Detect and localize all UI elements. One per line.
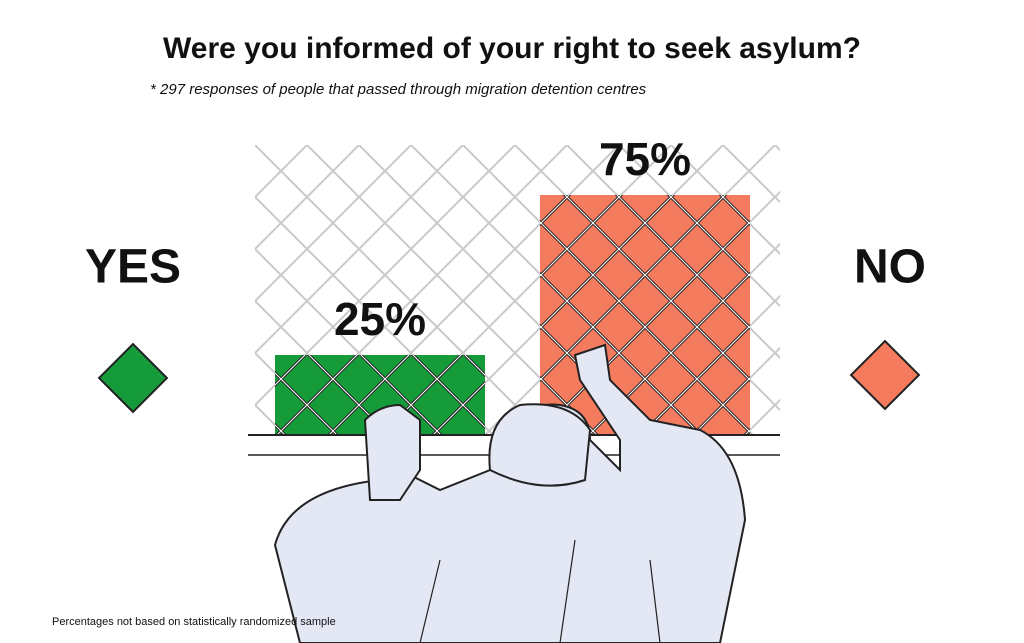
bar-fence-overlay	[540, 195, 750, 435]
bars	[275, 195, 750, 435]
chart-title: Were you informed of your right to seek …	[163, 32, 861, 65]
person-illustration	[273, 343, 747, 643]
footnote: Percentages not based on statistically r…	[52, 616, 336, 628]
legend-swatch	[849, 339, 921, 411]
subtitle: * 297 responses of people that passed th…	[150, 81, 647, 98]
value-label: 75%	[599, 133, 691, 185]
category-label: YES	[85, 241, 181, 294]
category-label: NO	[854, 241, 926, 294]
value-label: 25%	[334, 293, 426, 345]
legend-swatch	[97, 342, 169, 414]
